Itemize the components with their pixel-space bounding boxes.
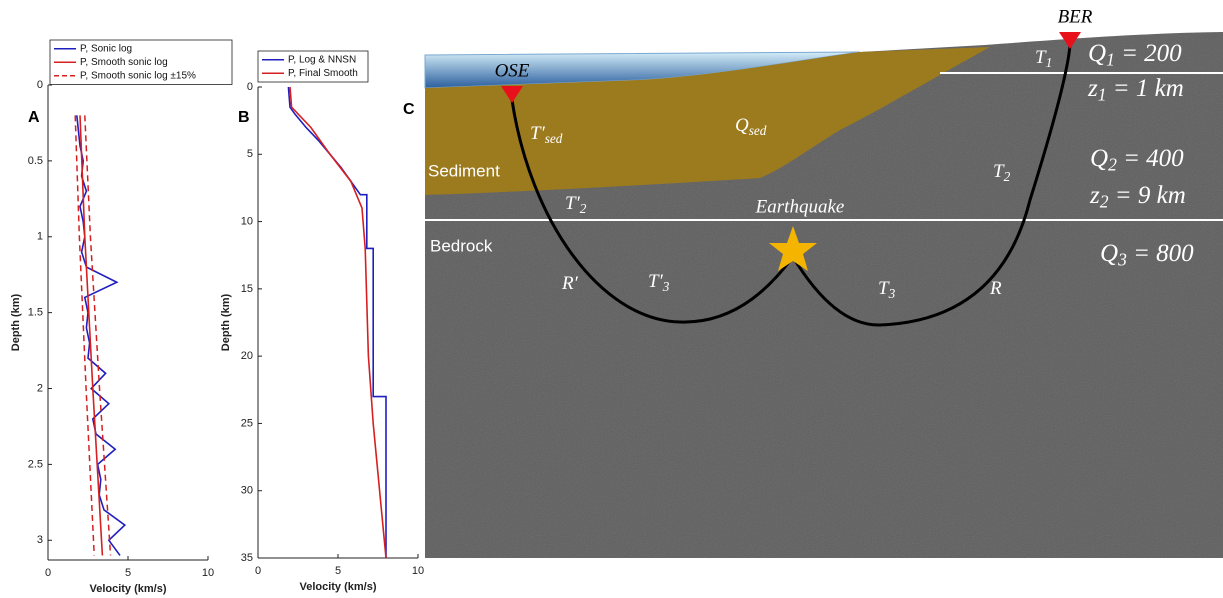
y-tick-label: 2 (37, 382, 43, 394)
x-tick-label: 5 (335, 565, 341, 577)
legend-label: P, Smooth sonic log ±15% (80, 70, 196, 81)
y-tick-label: 3 (37, 534, 43, 546)
phase-label-sub: 3 (888, 286, 896, 301)
phase-label-main: R′ (561, 273, 579, 294)
layer-property: Q3 = 800 (1100, 240, 1194, 270)
layer-property-sub: 2 (1108, 154, 1117, 174)
y-tick-label: 0.5 (28, 155, 43, 167)
layer-property-value: = 200 (1115, 40, 1182, 67)
y-tick-label: 15 (241, 283, 253, 295)
phase-label-main: R (989, 278, 1002, 299)
x-tick-label: 10 (202, 567, 214, 579)
layer-property-main: z (1089, 182, 1100, 209)
y-tick-label: 1 (37, 231, 43, 243)
y-tick-label: 20 (241, 350, 253, 362)
x-axis-label: Velocity (km/s) (299, 581, 376, 593)
y-tick-label: 35 (241, 552, 253, 564)
phase-label-sub: 3 (662, 279, 670, 294)
layer-property-sub: 1 (1098, 84, 1107, 104)
layer-property-value: = 1 km (1106, 75, 1183, 102)
panel-label: C (403, 101, 415, 118)
phase-label-sub: 2 (580, 201, 587, 216)
y-tick-label: 1.5 (28, 307, 43, 319)
layer-property-sub: 3 (1117, 249, 1127, 269)
station-label: OSE (495, 60, 530, 81)
y-tick-label: 5 (247, 148, 253, 160)
layer-property-main: Q (1090, 145, 1108, 172)
layer-property-main: z (1087, 75, 1098, 102)
figure: C OSE BER Sediment Bedrock Earthquake Q1… (0, 0, 1223, 598)
phase-label-sub: 2 (1004, 169, 1011, 184)
legend-label: P, Log & NNSN (288, 54, 356, 65)
phase-label-main: T′ (530, 123, 546, 144)
y-tick-label: 30 (241, 485, 253, 497)
x-tick-label: 5 (125, 567, 131, 579)
phase-label-sub: 1 (1046, 55, 1053, 70)
diagram: C OSE BER Sediment Bedrock Earthquake Q1… (403, 6, 1223, 558)
chart: 0 5 10 0 5 10 15 20 25 30 35 Velocity (km/s) Depth (… (220, 51, 424, 593)
layer-property: Q1 = 200 (1088, 40, 1182, 70)
y-axis-label: Depth (km) (220, 293, 232, 351)
series-line (288, 87, 386, 558)
panel-label: B (238, 109, 250, 126)
y-axis-label: Depth (km) (10, 293, 22, 351)
x-tick-label: 10 (412, 565, 424, 577)
layer-property-main: Q (1100, 240, 1118, 267)
y-tick-label: 0 (37, 79, 43, 91)
station-label: BER (1058, 6, 1093, 27)
phase-label-sub: sed (545, 131, 563, 146)
legend-label: P, Final Smooth (288, 68, 358, 79)
chart: 0 5 10 0 0.5 1 1.5 2 2.5 3 Velocity (km/s) Depth (k… (10, 40, 232, 595)
layer-property-main: Q (1088, 40, 1106, 67)
layer-property-sub: 1 (1106, 49, 1115, 69)
x-tick-label: 0 (255, 565, 261, 577)
x-tick-label: 0 (45, 567, 51, 579)
phase-label-sub: sed (749, 123, 767, 138)
layer-property-value: = 9 km (1108, 182, 1185, 209)
region-label: Sediment (428, 161, 500, 180)
phase-label-main: T′ (565, 193, 581, 214)
layer-property: Q2 = 400 (1090, 145, 1184, 175)
x-axis-label: Velocity (km/s) (89, 583, 166, 595)
event-label: Earthquake (755, 196, 845, 217)
region-label: Bedrock (430, 236, 493, 255)
layer-property-sub: 2 (1100, 191, 1109, 211)
legend-label: P, Smooth sonic log (80, 57, 168, 68)
layer-property-value: = 800 (1127, 240, 1194, 267)
y-tick-label: 25 (241, 417, 253, 429)
phase-label: R (989, 278, 1002, 299)
legend-label: P, Sonic log (80, 43, 132, 54)
series-line (75, 115, 94, 555)
y-tick-label: 0 (247, 81, 253, 93)
phase-label-main: T′ (648, 271, 664, 292)
y-tick-label: 10 (241, 215, 253, 227)
series-line (290, 87, 386, 558)
layer-property-value: = 400 (1117, 145, 1184, 172)
phase-label-main: Q (735, 115, 749, 136)
panel-label: A (28, 109, 40, 126)
y-tick-label: 2.5 (28, 458, 43, 470)
phase-label: R′ (561, 273, 579, 294)
